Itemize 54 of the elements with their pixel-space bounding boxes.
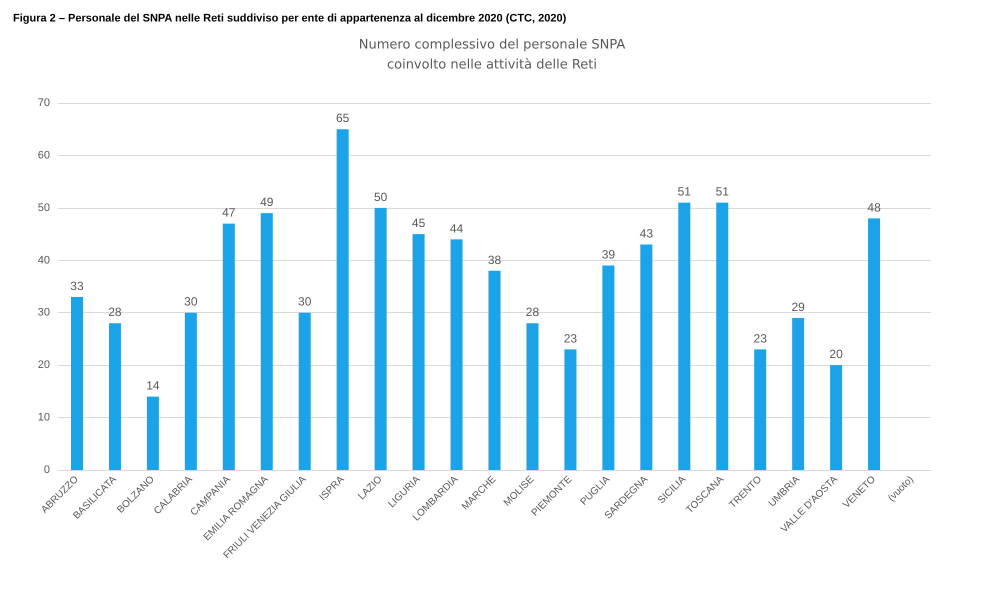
y-tick-label: 50 xyxy=(38,202,50,214)
data-label: 14 xyxy=(146,378,160,393)
bar xyxy=(70,296,83,470)
data-label: 23 xyxy=(564,331,578,346)
bar xyxy=(336,129,349,470)
y-tick-label: 60 xyxy=(38,149,50,162)
data-label: 49 xyxy=(260,195,274,210)
bar xyxy=(602,266,614,470)
data-label: 39 xyxy=(602,248,616,262)
bar xyxy=(222,224,235,470)
bar xyxy=(640,244,652,470)
data-label: 23 xyxy=(754,331,768,346)
data-label: 38 xyxy=(488,252,502,267)
bar xyxy=(146,396,159,470)
data-label: 43 xyxy=(640,226,654,241)
data-label: 29 xyxy=(791,300,806,314)
bar xyxy=(298,312,311,470)
bar xyxy=(754,349,766,470)
data-label: 30 xyxy=(184,294,198,309)
data-label: 28 xyxy=(526,305,540,320)
bar xyxy=(374,208,387,470)
data-label: 48 xyxy=(867,200,882,214)
data-label: 47 xyxy=(222,206,236,220)
bar xyxy=(830,365,842,470)
text: Figura 2 – Personale del SNPA nelle Reti suddiviso per ente di appartenenza al dicembre 2020 (CTC, 2020) xyxy=(13,12,567,24)
bar xyxy=(678,202,690,470)
bar xyxy=(260,213,273,470)
bar xyxy=(792,318,804,470)
bar xyxy=(716,202,728,470)
y-tick-label: 20 xyxy=(38,359,50,372)
bar xyxy=(488,270,500,470)
bar xyxy=(450,239,463,470)
y-tick-label: 30 xyxy=(38,306,50,319)
data-label: 28 xyxy=(108,305,122,320)
bar xyxy=(526,323,538,470)
y-tick-label: 10 xyxy=(38,412,50,424)
data-label: 30 xyxy=(298,294,312,309)
bar xyxy=(564,349,576,470)
data-label: 51 xyxy=(678,184,692,199)
data-label: 33 xyxy=(70,278,84,293)
data-label: 51 xyxy=(716,184,730,199)
chart-title: Numero complessivo del personale SNPA coinvolto nelle attività delle Reti xyxy=(358,38,626,72)
y-tick-label: 0 xyxy=(44,464,50,476)
data-label: 44 xyxy=(450,221,464,236)
y-tick-label: 40 xyxy=(38,254,50,266)
data-label: 50 xyxy=(374,190,388,204)
bar xyxy=(412,234,425,470)
data-label: 20 xyxy=(829,347,844,362)
bar xyxy=(108,323,121,470)
data-label: 65 xyxy=(336,111,350,126)
data-label: 45 xyxy=(412,216,426,230)
bar xyxy=(184,312,197,470)
bar xyxy=(868,218,880,470)
y-tick-label: 70 xyxy=(38,97,50,109)
